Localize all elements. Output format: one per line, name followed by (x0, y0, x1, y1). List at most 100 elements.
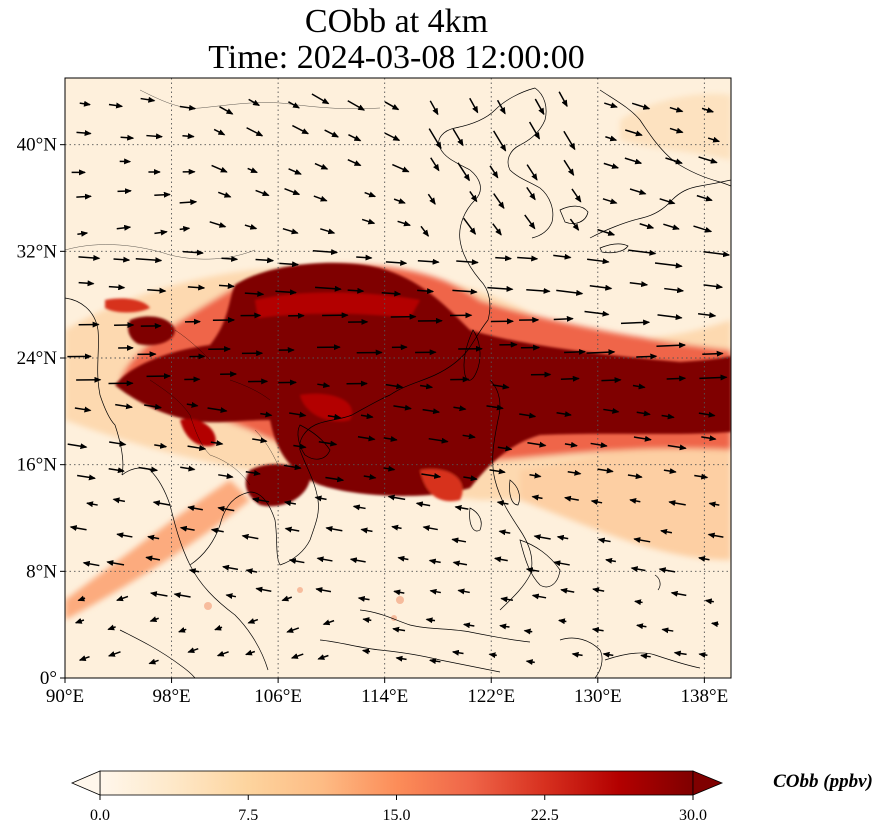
wind-vector-arrow (496, 99, 506, 115)
wind-vector-arrow (701, 435, 717, 442)
wind-vector-arrow (246, 127, 264, 137)
wind-vector-arrow (383, 436, 398, 442)
wind-vector-arrow (428, 658, 441, 665)
wind-vector-arrow (148, 658, 159, 665)
wind-vector-arrow (636, 410, 651, 417)
wind-vector-arrow (385, 383, 404, 390)
wind-vector-arrow (625, 129, 643, 137)
wind-vector-arrow (497, 445, 513, 452)
wind-vector-arrow (218, 473, 234, 480)
wind-vector-arrow (569, 218, 580, 231)
wind-vector-arrow (710, 621, 719, 628)
wind-vector-arrow (314, 495, 327, 502)
wind-vector-arrow (207, 407, 228, 414)
wind-vector-arrow (627, 473, 643, 480)
wind-vector-arrow (639, 223, 655, 230)
wind-vector-arrow (495, 255, 513, 262)
wind-vector-arrow (489, 468, 506, 475)
wind-vector-arrow (252, 437, 268, 444)
wind-vector-arrow (563, 159, 575, 176)
wind-vector-arrow (636, 623, 647, 630)
colorbar-tick-label: 7.5 (238, 807, 258, 824)
colorbar: 0.0 7.5 15.0 22.5 30.0 CObb (ppbv) (70, 770, 873, 824)
wind-vector-arrow (317, 382, 331, 389)
wind-vector-arrow (657, 314, 683, 321)
wind-vector-arrow (255, 586, 272, 593)
wind-vector-arrow (187, 445, 207, 451)
wind-vector-arrow (560, 375, 580, 382)
wind-vector-arrow (584, 310, 610, 317)
wind-vector-arrow (397, 220, 411, 227)
wind-vector-arrow (556, 534, 569, 541)
wind-vector-arrow (667, 444, 687, 451)
wind-vector-arrow (456, 259, 479, 266)
wind-vector-arrow (586, 349, 616, 356)
wind-vector-arrow (311, 93, 330, 105)
wind-vector-arrow (255, 189, 270, 197)
wind-vector-arrow (352, 504, 366, 511)
wind-vector-arrow (517, 255, 539, 262)
wind-vector-arrow (146, 133, 163, 140)
wind-vector-arrow (663, 468, 677, 475)
wind-vector-arrow (703, 251, 731, 258)
wind-vector-arrow (393, 404, 412, 411)
wind-vector-arrow (590, 442, 608, 449)
wind-vector-arrow (107, 624, 116, 631)
wind-vector-arrow (534, 98, 545, 116)
wind-vector-arrow (602, 651, 614, 658)
wind-vector-arrow (315, 285, 342, 292)
wind-vector-arrow (422, 525, 438, 532)
lon-tick-label: 130°E (574, 686, 622, 707)
wind-vector-arrow (284, 188, 301, 196)
wind-vector-arrow (360, 527, 373, 534)
wind-vector-arrow (290, 653, 304, 659)
wind-vector-arrow (624, 157, 643, 165)
wind-vector-arrow (673, 650, 687, 657)
wind-vector-arrow (147, 287, 167, 294)
wind-vector-arrow (78, 280, 95, 287)
wind-vector-arrow (563, 130, 576, 151)
wind-vector-arrow (210, 527, 224, 534)
wind-vector-arrow (590, 499, 603, 505)
wind-vector-arrow (567, 469, 582, 476)
wind-vector-arrow (357, 435, 376, 442)
colorbar-extend-low (70, 770, 101, 796)
wind-vector-arrow (282, 227, 299, 235)
lon-tick-label: 90°E (46, 686, 84, 707)
wind-vector-arrow (556, 289, 584, 296)
wind-vector-arrow (603, 162, 620, 169)
wind-vector-arrow (77, 474, 96, 481)
lat-tick-label: 32°N (17, 241, 58, 262)
wind-vector-arrow (526, 164, 538, 181)
wind-vector-arrow (179, 225, 191, 232)
wind-vector-arrow (152, 500, 171, 507)
wind-vector-arrow (245, 568, 258, 575)
wind-vector-arrow (108, 284, 126, 291)
wind-vector-arrow (524, 214, 536, 230)
wind-vector-arrow (469, 97, 479, 114)
cobb-concentration-field (65, 78, 731, 678)
wind-vector-arrow (493, 130, 507, 152)
wind-vector-arrow (633, 435, 652, 442)
wind-vector-arrow (664, 287, 685, 294)
wind-vector-arrow (320, 228, 336, 235)
wind-vector-arrow (665, 157, 683, 165)
wind-vector-arrow (707, 136, 721, 143)
wind-vector-arrow (553, 315, 574, 322)
lon-tick-label: 138°E (681, 686, 729, 707)
wind-vector-arrow (425, 617, 436, 624)
figure-title-line1: CObb at 4km (304, 3, 489, 40)
wind-vector-arrow (698, 555, 710, 562)
wind-vector-arrow (284, 526, 300, 533)
wind-vector-arrow (361, 218, 376, 225)
wind-vector-arrow (187, 505, 203, 512)
wind-vector-arrow (209, 221, 227, 228)
wind-vector-arrow (347, 287, 365, 294)
wind-vector-arrow (145, 555, 161, 562)
wind-vector-arrow (322, 619, 335, 626)
wind-vector-arrow (363, 473, 377, 480)
wind-vector-arrow (605, 557, 617, 564)
wind-vector-arrow (154, 442, 168, 449)
wind-vector-arrow (149, 591, 168, 598)
wind-vector-arrow (529, 472, 542, 479)
